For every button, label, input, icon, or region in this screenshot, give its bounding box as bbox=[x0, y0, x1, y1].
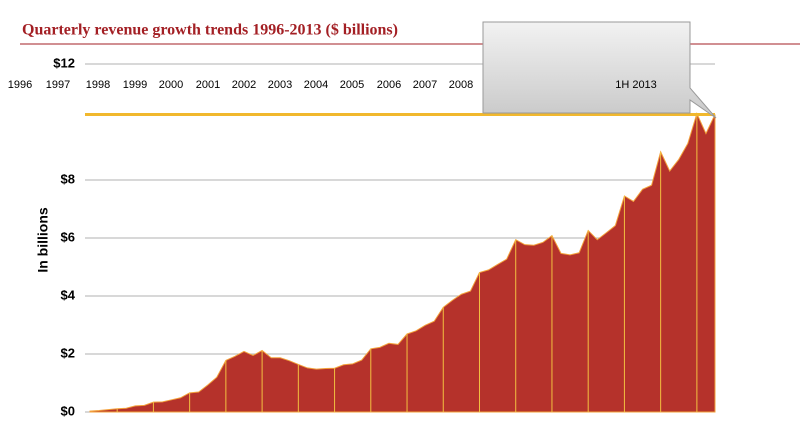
y-tick-label: $8 bbox=[61, 171, 75, 186]
y-tick-label: $0 bbox=[61, 403, 75, 418]
chart-title: Quarterly revenue growth trends 1996-201… bbox=[22, 22, 398, 39]
y-tick-label: $6 bbox=[61, 229, 75, 244]
x-label: 1999 bbox=[123, 79, 147, 91]
annotation: 1H 2013 bbox=[615, 79, 657, 91]
y-tick-label: $12 bbox=[53, 55, 75, 70]
x-label: 2005 bbox=[340, 79, 364, 91]
x-label: 2007 bbox=[413, 79, 437, 91]
x-label: 2002 bbox=[232, 79, 256, 91]
x-label: 1998 bbox=[86, 79, 110, 91]
x-label: 2008 bbox=[449, 79, 473, 91]
x-label: 2003 bbox=[268, 79, 292, 91]
x-label: 2006 bbox=[377, 79, 401, 91]
y-axis-label: In billions bbox=[35, 207, 51, 273]
y-tick-label: $2 bbox=[61, 345, 75, 360]
area bbox=[89, 112, 716, 413]
callout bbox=[482, 21, 717, 119]
y-tick-label: $4 bbox=[61, 287, 76, 302]
x-label: 2004 bbox=[304, 79, 328, 91]
x-label: 1996 bbox=[8, 79, 32, 91]
x-label: 1997 bbox=[46, 79, 70, 91]
x-label: 2001 bbox=[196, 79, 220, 91]
x-label: 2000 bbox=[159, 79, 183, 91]
